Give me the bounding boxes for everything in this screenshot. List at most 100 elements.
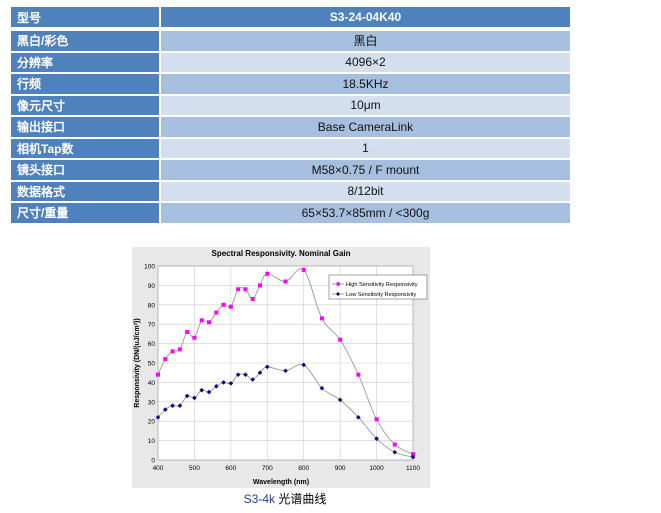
data-point bbox=[250, 296, 255, 301]
data-point bbox=[258, 283, 262, 288]
data-point bbox=[163, 357, 168, 362]
spec-row: 镜头接口 M58×0.75 / F mount bbox=[11, 160, 570, 180]
x-tick-label: 500 bbox=[189, 465, 200, 472]
legend-marker bbox=[336, 282, 340, 286]
spec-row: 输出接口 Base CameraLink bbox=[11, 117, 570, 137]
x-tick-label: 900 bbox=[335, 465, 346, 472]
data-point bbox=[356, 415, 361, 420]
y-tick-label: 50 bbox=[148, 361, 156, 368]
spec-row: 分辨率 4096×2 bbox=[11, 52, 570, 72]
spec-row: 像元尺寸 10μm bbox=[11, 95, 570, 115]
spec-value: 18.5KHz bbox=[161, 74, 570, 94]
data-point bbox=[301, 362, 307, 368]
data-point bbox=[265, 271, 270, 276]
spec-label: 相机Tap数 bbox=[11, 138, 159, 158]
data-point bbox=[199, 387, 205, 393]
data-point bbox=[162, 407, 168, 412]
data-point bbox=[192, 395, 197, 401]
spec-row: 数据格式 8/12bit bbox=[11, 181, 570, 201]
data-point bbox=[410, 454, 416, 460]
y-axis-label: Responsivity (DN/(uJ/cm²)) bbox=[134, 318, 141, 407]
data-point bbox=[319, 385, 325, 391]
data-point bbox=[207, 320, 211, 325]
y-tick-label: 70 bbox=[148, 322, 156, 329]
y-tick-label: 40 bbox=[148, 380, 156, 387]
spec-label: 型号 bbox=[11, 7, 159, 27]
x-tick-label: 600 bbox=[225, 465, 236, 472]
spec-label: 分辨率 bbox=[11, 52, 159, 72]
legend-label: High Sensitivity Responsivity bbox=[346, 282, 418, 288]
spec-row: 黑白/彩色 黑白 bbox=[11, 31, 570, 51]
x-tick-label: 1000 bbox=[369, 465, 384, 472]
chart-caption: S3-4k 光谱曲线 bbox=[0, 490, 570, 507]
spec-table: 型号 S3-24-04K40 黑白/彩色 黑白 分辨率 4096×2 行频 18.5KHz… bbox=[9, 5, 572, 225]
data-point bbox=[170, 349, 175, 354]
spec-value: 8/12bit bbox=[161, 181, 570, 201]
data-point bbox=[319, 316, 324, 321]
data-point bbox=[185, 329, 190, 334]
caption-model: S3-4k bbox=[243, 492, 275, 506]
spec-label: 输出接口 bbox=[11, 117, 159, 137]
data-point bbox=[213, 383, 219, 389]
spec-label: 数据格式 bbox=[11, 181, 159, 201]
spec-row: 行频 18.5KHz bbox=[11, 74, 570, 94]
spec-value: S3-24-04K40 bbox=[161, 7, 570, 27]
spectral-chart: Spectral Responsivity. Nominal Gain 0 10 20… bbox=[132, 247, 430, 488]
spec-value: M58×0.75 / F mount bbox=[161, 160, 570, 180]
data-point bbox=[236, 287, 241, 292]
data-point bbox=[356, 372, 361, 377]
data-point bbox=[392, 442, 397, 447]
data-point bbox=[177, 403, 183, 408]
data-point bbox=[199, 318, 204, 323]
data-point bbox=[228, 381, 234, 386]
spec-label: 黑白/彩色 bbox=[11, 31, 159, 51]
x-tick-label: 400 bbox=[153, 465, 164, 472]
x-axis-label: Wavelength (nm) bbox=[253, 479, 309, 486]
spec-label: 镜头接口 bbox=[11, 160, 159, 180]
data-point bbox=[206, 389, 212, 395]
data-point bbox=[221, 302, 226, 307]
caption-text: 光谱曲线 bbox=[275, 492, 327, 506]
data-point bbox=[184, 393, 190, 399]
data-point bbox=[337, 397, 343, 403]
data-point bbox=[214, 310, 219, 315]
spec-value: Base CameraLink bbox=[161, 117, 570, 137]
data-point bbox=[243, 287, 248, 292]
spec-value: 10μm bbox=[161, 95, 570, 115]
data-point bbox=[250, 377, 256, 382]
chart-title: Spectral Responsivity. Nominal Gain bbox=[212, 249, 351, 258]
spec-value: 4096×2 bbox=[161, 52, 570, 72]
spec-label: 行频 bbox=[11, 74, 159, 94]
y-tick-label: 30 bbox=[148, 399, 156, 406]
legend-label: Low Sensitivity Responsivity bbox=[346, 292, 416, 298]
data-point bbox=[155, 415, 161, 420]
spec-row: 相机Tap数 1 bbox=[11, 138, 570, 158]
spec-row: 尺寸/重量 65×53.7×85mm / <300g bbox=[11, 203, 570, 223]
y-tick-label: 60 bbox=[148, 341, 156, 348]
data-point bbox=[192, 335, 197, 340]
x-tick-label: 700 bbox=[262, 465, 273, 472]
y-tick-label: 20 bbox=[148, 419, 156, 426]
data-point bbox=[156, 372, 160, 377]
spec-label: 尺寸/重量 bbox=[11, 203, 159, 223]
y-tick-label: 0 bbox=[151, 458, 155, 465]
spec-value: 黑白 bbox=[161, 31, 570, 51]
data-point bbox=[301, 267, 306, 272]
legend-marker bbox=[336, 292, 340, 296]
spec-label: 像元尺寸 bbox=[11, 95, 159, 115]
data-point bbox=[374, 417, 379, 422]
spec-header-row: 型号 S3-24-04K40 bbox=[11, 7, 570, 27]
data-point bbox=[411, 452, 415, 457]
data-point bbox=[177, 347, 182, 352]
y-tick-label: 100 bbox=[144, 264, 155, 271]
legend-box bbox=[328, 274, 428, 300]
x-tick-label: 1100 bbox=[406, 465, 420, 472]
data-point bbox=[264, 364, 270, 370]
y-tick-label: 10 bbox=[148, 438, 156, 445]
data-point bbox=[228, 304, 233, 309]
spec-value: 1 bbox=[161, 138, 570, 158]
x-tick-label: 800 bbox=[298, 465, 309, 472]
data-point bbox=[338, 337, 343, 342]
spec-value: 65×53.7×85mm / <300g bbox=[161, 203, 570, 223]
data-point bbox=[374, 436, 379, 441]
